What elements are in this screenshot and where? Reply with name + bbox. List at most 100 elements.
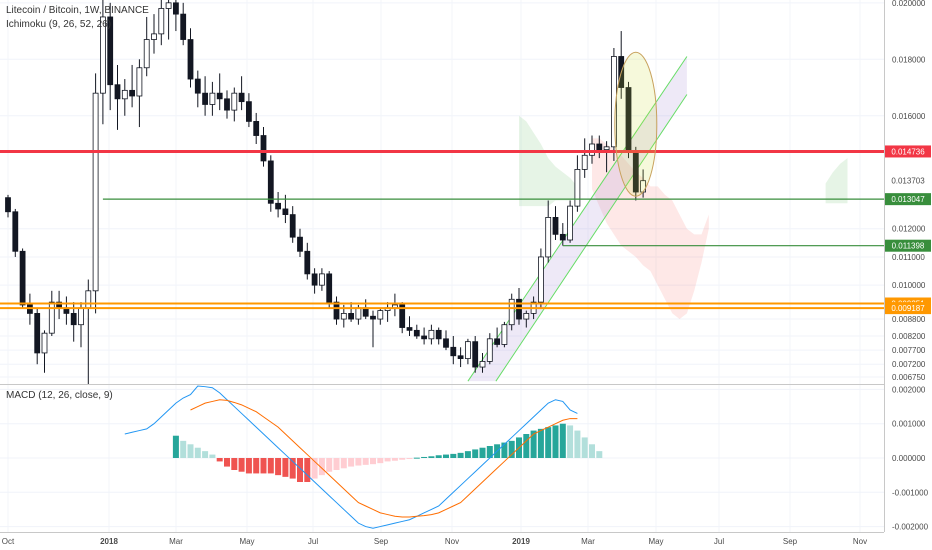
time-tick-label: Jul [714,537,724,546]
price-tick-label: 0.008200 [892,332,926,341]
macd-histogram-bar [391,458,398,461]
price-tick-label: 0.007700 [892,346,926,355]
candle-body [5,197,11,213]
candle-body [581,154,588,170]
candle-body [78,307,84,326]
time-tick-label: Nov [445,537,459,546]
macd-histogram-bar [486,446,493,458]
highlight-ellipse[interactable] [614,51,658,197]
macd-histogram-bar [297,458,303,482]
level-tag-label: 0.011398 [892,242,925,251]
price-tick-label: 0.016000 [892,112,926,121]
candle-body [333,301,340,320]
candle-body [545,217,552,258]
last-price-tag [885,174,931,187]
price-grid [0,0,884,532]
macd-grid [0,388,884,528]
time-tick-label: Mar [581,537,595,546]
candle-body [399,304,406,328]
candle-body [611,56,617,148]
macd-histogram-bar [216,458,223,462]
candle-body [238,92,245,103]
macd-histogram-bar [267,458,274,474]
candle-body [224,98,230,111]
candle-body [603,146,610,151]
candle-body [180,13,187,40]
macd-histogram-bar [559,423,566,458]
candle-body [406,327,413,331]
candle-body [121,89,128,100]
macd-histogram-bar [238,458,245,472]
time-axis[interactable]: Oct 2018 Mar May Jul Sep Nov 2019 Mar May Jul Sep No… [2,537,867,546]
price-axis[interactable]: 0.020000 0.018000 0.016000 0.012000 0.011000… [892,0,926,382]
candle-body [34,313,41,354]
macd-histogram-bar [311,458,318,479]
macd-series [124,385,603,529]
horizontal-levels[interactable] [0,149,884,310]
candle-body [172,2,179,15]
candle-body [260,135,267,162]
macd-histogram-bar [574,430,581,458]
candle-body [552,217,559,235]
candle-body [486,338,493,362]
macd-legend[interactable]: MACD (12, 26, close, 9) [6,390,113,401]
candle-body [114,84,121,100]
time-tick-label: Sep [374,537,389,546]
macd-histogram-bar [172,435,179,458]
candle-body [494,338,501,345]
macd-histogram-bar [355,458,362,466]
candle-body [311,273,318,286]
level-tag [885,193,931,206]
macd-histogram-bar [501,442,508,458]
candle-body [457,355,464,359]
candle-body [538,256,544,303]
candle-body [589,143,595,156]
macd-histogram-bar [545,427,552,458]
candle-body [574,169,581,207]
ichimoku-legend[interactable]: Ichimoku (9, 26, 52, 26) [6,19,112,30]
macd-histogram-bar [260,458,267,474]
level-tag [885,302,931,315]
candle-body [326,273,333,303]
cloud-segment [519,115,578,207]
candle-body [216,92,223,100]
macd-histogram-bar [596,451,603,458]
candle-body [12,211,19,252]
macd-histogram-bar [589,444,595,458]
macd-tick-label: 0.001000 [892,420,926,429]
candle-body [253,121,260,136]
candle-body [596,143,603,151]
level-tag [885,145,931,158]
macd-axis[interactable]: 0.002000 0.001000 0.000000 -0.001000 -0.0020… [892,385,929,531]
price-tick-label: 0.008800 [892,315,926,324]
macd-histogram-bar [567,425,574,458]
macd-histogram-bar [202,451,209,458]
macd-line [124,385,578,529]
price-tick-label: 0.007200 [892,360,926,369]
candle-body [318,273,325,286]
macd-histogram-bar [282,458,289,477]
macd-histogram-bar [523,434,530,458]
candle-body [129,89,136,97]
macd-histogram-bar [464,451,471,458]
macd-tick-label: 0.002000 [892,385,926,394]
macd-tick-label: -0.002000 [892,523,929,532]
candle-body [370,315,376,320]
macd-histogram-bar [443,454,449,458]
candlesticks [5,0,646,384]
macd-histogram-bar [537,428,544,458]
candle-body [340,313,347,320]
candle-body [508,298,515,326]
macd-histogram-bar [362,458,369,465]
symbol-legend[interactable]: Litecoin / Bitcoin, 1W, BINANCE [6,5,149,16]
candle-body [41,332,48,354]
candle-body [282,208,289,215]
macd-histogram-bar [348,458,355,467]
candle-body [435,329,442,340]
macd-histogram-bar [530,430,537,458]
candle-body [377,310,384,320]
candle-body [267,160,274,204]
time-tick-label: 2018 [100,537,118,546]
ichimoku-cloud [519,115,848,320]
